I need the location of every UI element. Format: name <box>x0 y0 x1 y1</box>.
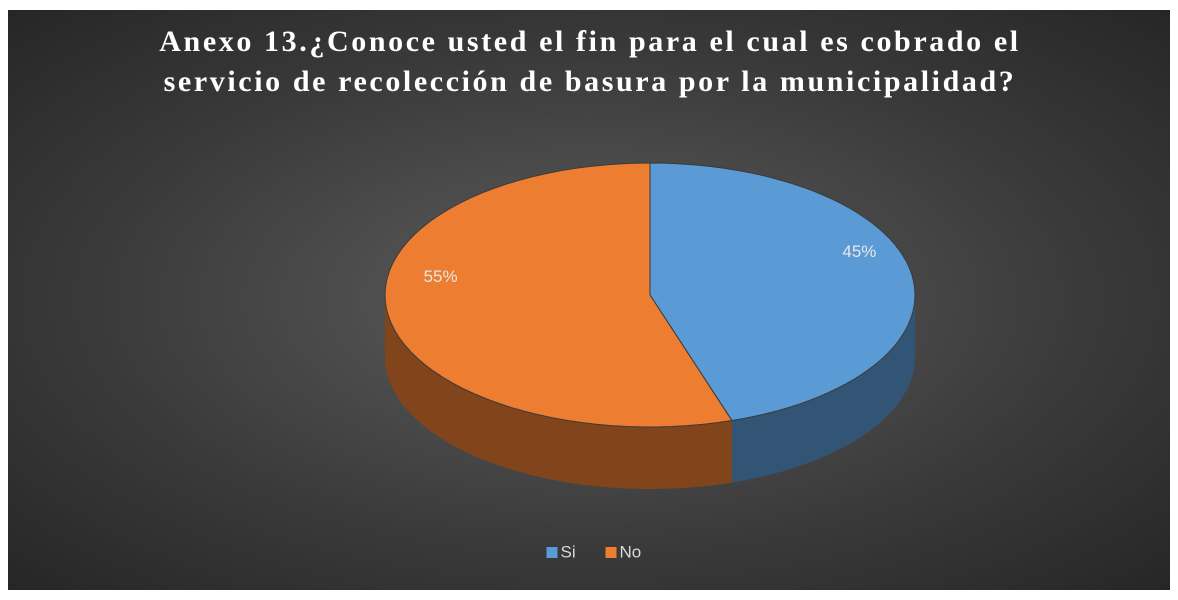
slice <box>649 162 916 422</box>
legend-label: No <box>620 542 642 561</box>
slice-side <box>731 295 915 483</box>
slice <box>384 162 733 428</box>
legend-swatch <box>605 547 617 558</box>
data-label: 45% <box>842 242 876 261</box>
slice-side <box>385 295 732 489</box>
chart-title: Anexo 13.¿Conoce usted el fin para el cu… <box>159 25 1021 98</box>
legend-swatch <box>546 547 558 558</box>
data-label: 55% <box>424 267 458 286</box>
legend-label: Si <box>561 542 576 561</box>
